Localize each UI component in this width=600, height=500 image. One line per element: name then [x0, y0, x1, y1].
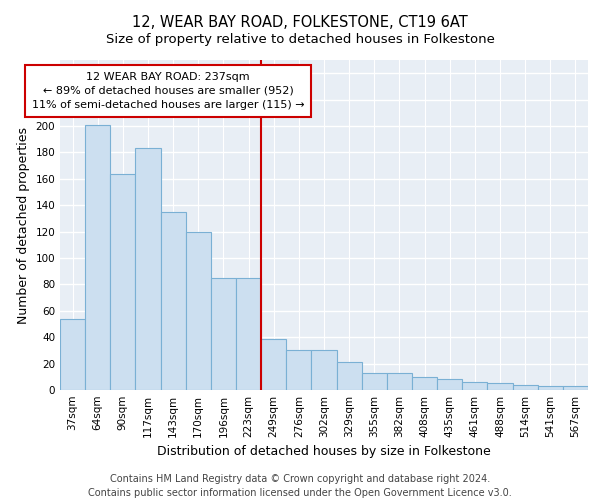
Bar — [261, 338, 286, 390]
Bar — [337, 362, 362, 390]
Bar — [211, 278, 236, 390]
Text: 12, WEAR BAY ROAD, FOLKESTONE, CT19 6AT: 12, WEAR BAY ROAD, FOLKESTONE, CT19 6AT — [132, 15, 468, 30]
Bar — [186, 232, 211, 390]
Bar — [538, 386, 563, 390]
Text: Contains HM Land Registry data © Crown copyright and database right 2024.
Contai: Contains HM Land Registry data © Crown c… — [88, 474, 512, 498]
Bar — [512, 384, 538, 390]
Bar — [462, 382, 487, 390]
Bar — [286, 350, 311, 390]
Bar — [161, 212, 186, 390]
Bar — [110, 174, 136, 390]
Bar — [437, 380, 462, 390]
Text: Size of property relative to detached houses in Folkestone: Size of property relative to detached ho… — [106, 32, 494, 46]
Bar — [412, 377, 437, 390]
Text: 12 WEAR BAY ROAD: 237sqm
← 89% of detached houses are smaller (952)
11% of semi-: 12 WEAR BAY ROAD: 237sqm ← 89% of detach… — [32, 72, 304, 110]
Bar — [487, 384, 512, 390]
Bar — [136, 148, 161, 390]
Bar — [387, 373, 412, 390]
Bar — [85, 124, 110, 390]
Y-axis label: Number of detached properties: Number of detached properties — [17, 126, 30, 324]
X-axis label: Distribution of detached houses by size in Folkestone: Distribution of detached houses by size … — [157, 446, 491, 458]
Bar — [60, 318, 85, 390]
Bar — [311, 350, 337, 390]
Bar — [362, 373, 387, 390]
Bar — [563, 386, 588, 390]
Bar — [236, 278, 261, 390]
